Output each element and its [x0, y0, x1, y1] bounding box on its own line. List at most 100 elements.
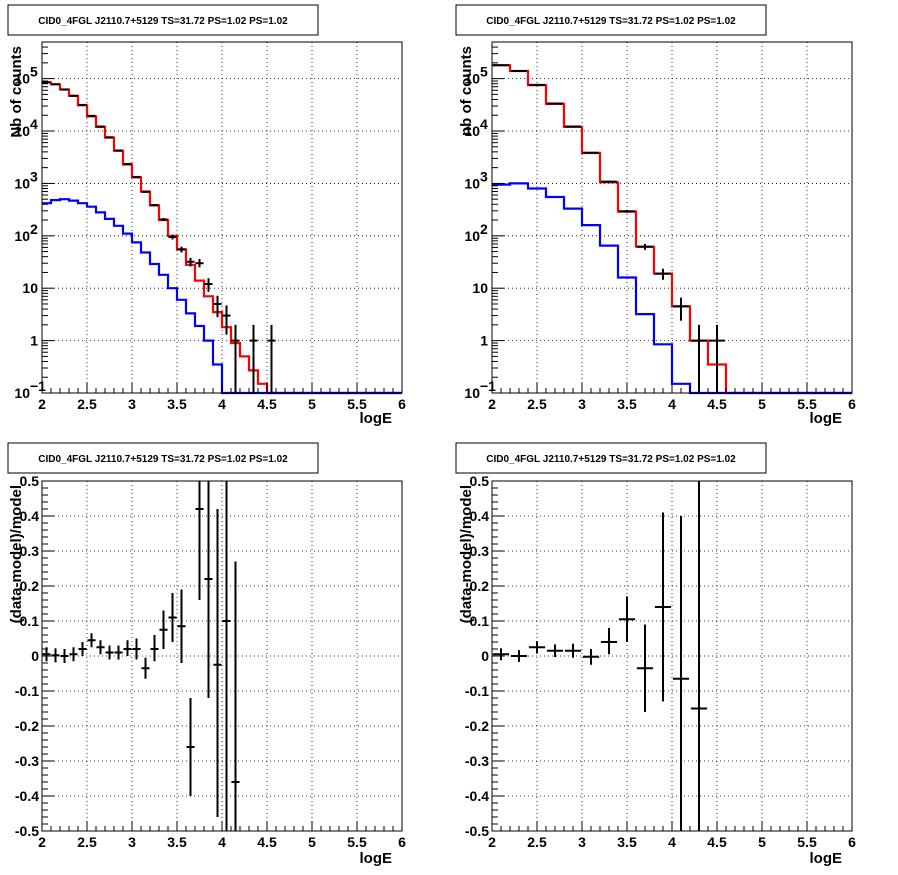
- y-tick-exponent: −1: [30, 378, 46, 394]
- data-point: [132, 638, 141, 660]
- data-point: [159, 217, 168, 222]
- data-point: [672, 297, 690, 321]
- data-point: [618, 209, 636, 213]
- data-points: [42, 481, 240, 831]
- data-point: [690, 481, 708, 831]
- x-tick-label: 5: [758, 396, 766, 412]
- y-tick-exponent: 5: [480, 64, 488, 80]
- data-point: [141, 190, 150, 193]
- data-point: [150, 635, 159, 662]
- y-tick-exponent: 5: [30, 64, 38, 80]
- data-points: [492, 481, 708, 831]
- series-line-model-source: [42, 198, 402, 395]
- y-tick-label: -0.1: [465, 683, 489, 699]
- grid-lines: [491, 480, 853, 832]
- data-point: [78, 103, 87, 106]
- y-tick-label: -0.2: [15, 718, 39, 734]
- data-point: [564, 643, 582, 658]
- data-point: [114, 645, 123, 660]
- x-tick-label: 3.5: [167, 396, 187, 412]
- y-axis-title: (data-model)/model: [8, 485, 25, 623]
- x-tick-label: 2.5: [527, 396, 547, 412]
- y-axis-title: Nb of counts: [8, 46, 25, 138]
- chart-title: CID0_4FGL J2110.7+5129 TS=31.72 PS=1.02 …: [486, 16, 736, 27]
- x-tick-label: 3: [128, 396, 136, 412]
- y-tick-label: -0.4: [465, 788, 489, 804]
- data-point: [186, 698, 195, 796]
- y-tick-label: 0.3: [20, 543, 40, 559]
- x-tick-label: 3: [578, 396, 586, 412]
- data-point: [213, 295, 222, 318]
- data-point: [636, 624, 654, 712]
- x-tick-label: 4: [668, 396, 676, 412]
- data-point: [510, 650, 528, 662]
- data-point: [60, 649, 69, 663]
- chart-title-box: [7, 4, 319, 36]
- y-tick-label: 0.5: [470, 473, 490, 489]
- y-tick-exponent: 2: [30, 221, 38, 237]
- y-tick-label: -0.4: [15, 788, 39, 804]
- data-point: [150, 203, 159, 207]
- y-tick-exponent: 2: [480, 221, 488, 237]
- x-tick-label: 4.5: [257, 834, 277, 850]
- y-tick-label: 0.4: [20, 508, 40, 524]
- x-tick-label: 4: [218, 396, 226, 412]
- x-tick-label: 4: [668, 834, 676, 850]
- data-point: [654, 268, 672, 280]
- data-point: [231, 561, 240, 831]
- data-point: [87, 114, 96, 117]
- chart-panel-3: CID0_4FGL J2110.7+5129 TS=31.72 PS=1.02 …: [7, 442, 406, 867]
- x-tick-label: 5.5: [347, 834, 367, 850]
- data-point: [546, 644, 564, 658]
- chart-panel-4: CID0_4FGL J2110.7+5129 TS=31.72 PS=1.02 …: [455, 442, 856, 867]
- data-point: [123, 640, 132, 656]
- x-tick-label: 2: [488, 834, 496, 850]
- y-tick-label: -0.5: [465, 823, 489, 839]
- data-point: [96, 125, 105, 128]
- y-tick-label: 0.1: [20, 613, 40, 629]
- data-point: [564, 125, 582, 128]
- y-tick-label: 10: [464, 385, 480, 401]
- data-point: [168, 593, 177, 642]
- x-tick-label: 4.5: [707, 396, 727, 412]
- chart-title-box: [455, 442, 767, 474]
- x-axis-title: logE: [360, 410, 393, 427]
- y-tick-exponent: 4: [30, 116, 38, 132]
- x-tick-label: 2.5: [77, 834, 97, 850]
- x-tick-label: 6: [398, 834, 406, 850]
- data-point: [69, 647, 78, 662]
- data-point: [600, 628, 618, 655]
- chart-title: CID0_4FGL J2110.7+5129 TS=31.72 PS=1.02 …: [38, 454, 288, 465]
- x-tick-label: 2: [38, 834, 46, 850]
- x-tick-label: 3.5: [617, 396, 637, 412]
- data-point: [42, 647, 51, 662]
- y-tick-label: 0.5: [20, 473, 40, 489]
- y-tick-exponent: 4: [480, 116, 488, 132]
- x-tick-label: 6: [398, 396, 406, 412]
- x-tick-label: 3: [578, 834, 586, 850]
- y-tick-label: 10: [14, 71, 30, 87]
- data-point: [582, 151, 600, 154]
- grid-lines: [41, 42, 403, 394]
- data-point: [177, 589, 186, 663]
- y-tick-label: 0.3: [470, 543, 490, 559]
- data-point: [141, 657, 150, 679]
- x-tick-label: 3.5: [167, 834, 187, 850]
- data-point: [618, 596, 636, 642]
- y-tick-label: 0.4: [470, 508, 490, 524]
- data-point: [222, 305, 231, 335]
- data-point: [105, 136, 114, 139]
- y-tick-label: 10: [14, 123, 30, 139]
- data-point: [222, 481, 231, 831]
- y-tick-label: 0.2: [470, 578, 490, 594]
- data-point: [195, 481, 204, 600]
- y-tick-label: 0.2: [20, 578, 40, 594]
- x-tick-label: 5.5: [797, 396, 817, 412]
- data-point: [600, 180, 618, 183]
- y-tick-label: 1: [480, 333, 488, 349]
- y-axis: -0.5 -0.4 -0.3 -0.2 -0.1 0 0.1 0.2 0.3 0.4 0.5: [15, 473, 54, 839]
- y-tick-label: -0.3: [15, 753, 39, 769]
- data-point: [195, 259, 204, 268]
